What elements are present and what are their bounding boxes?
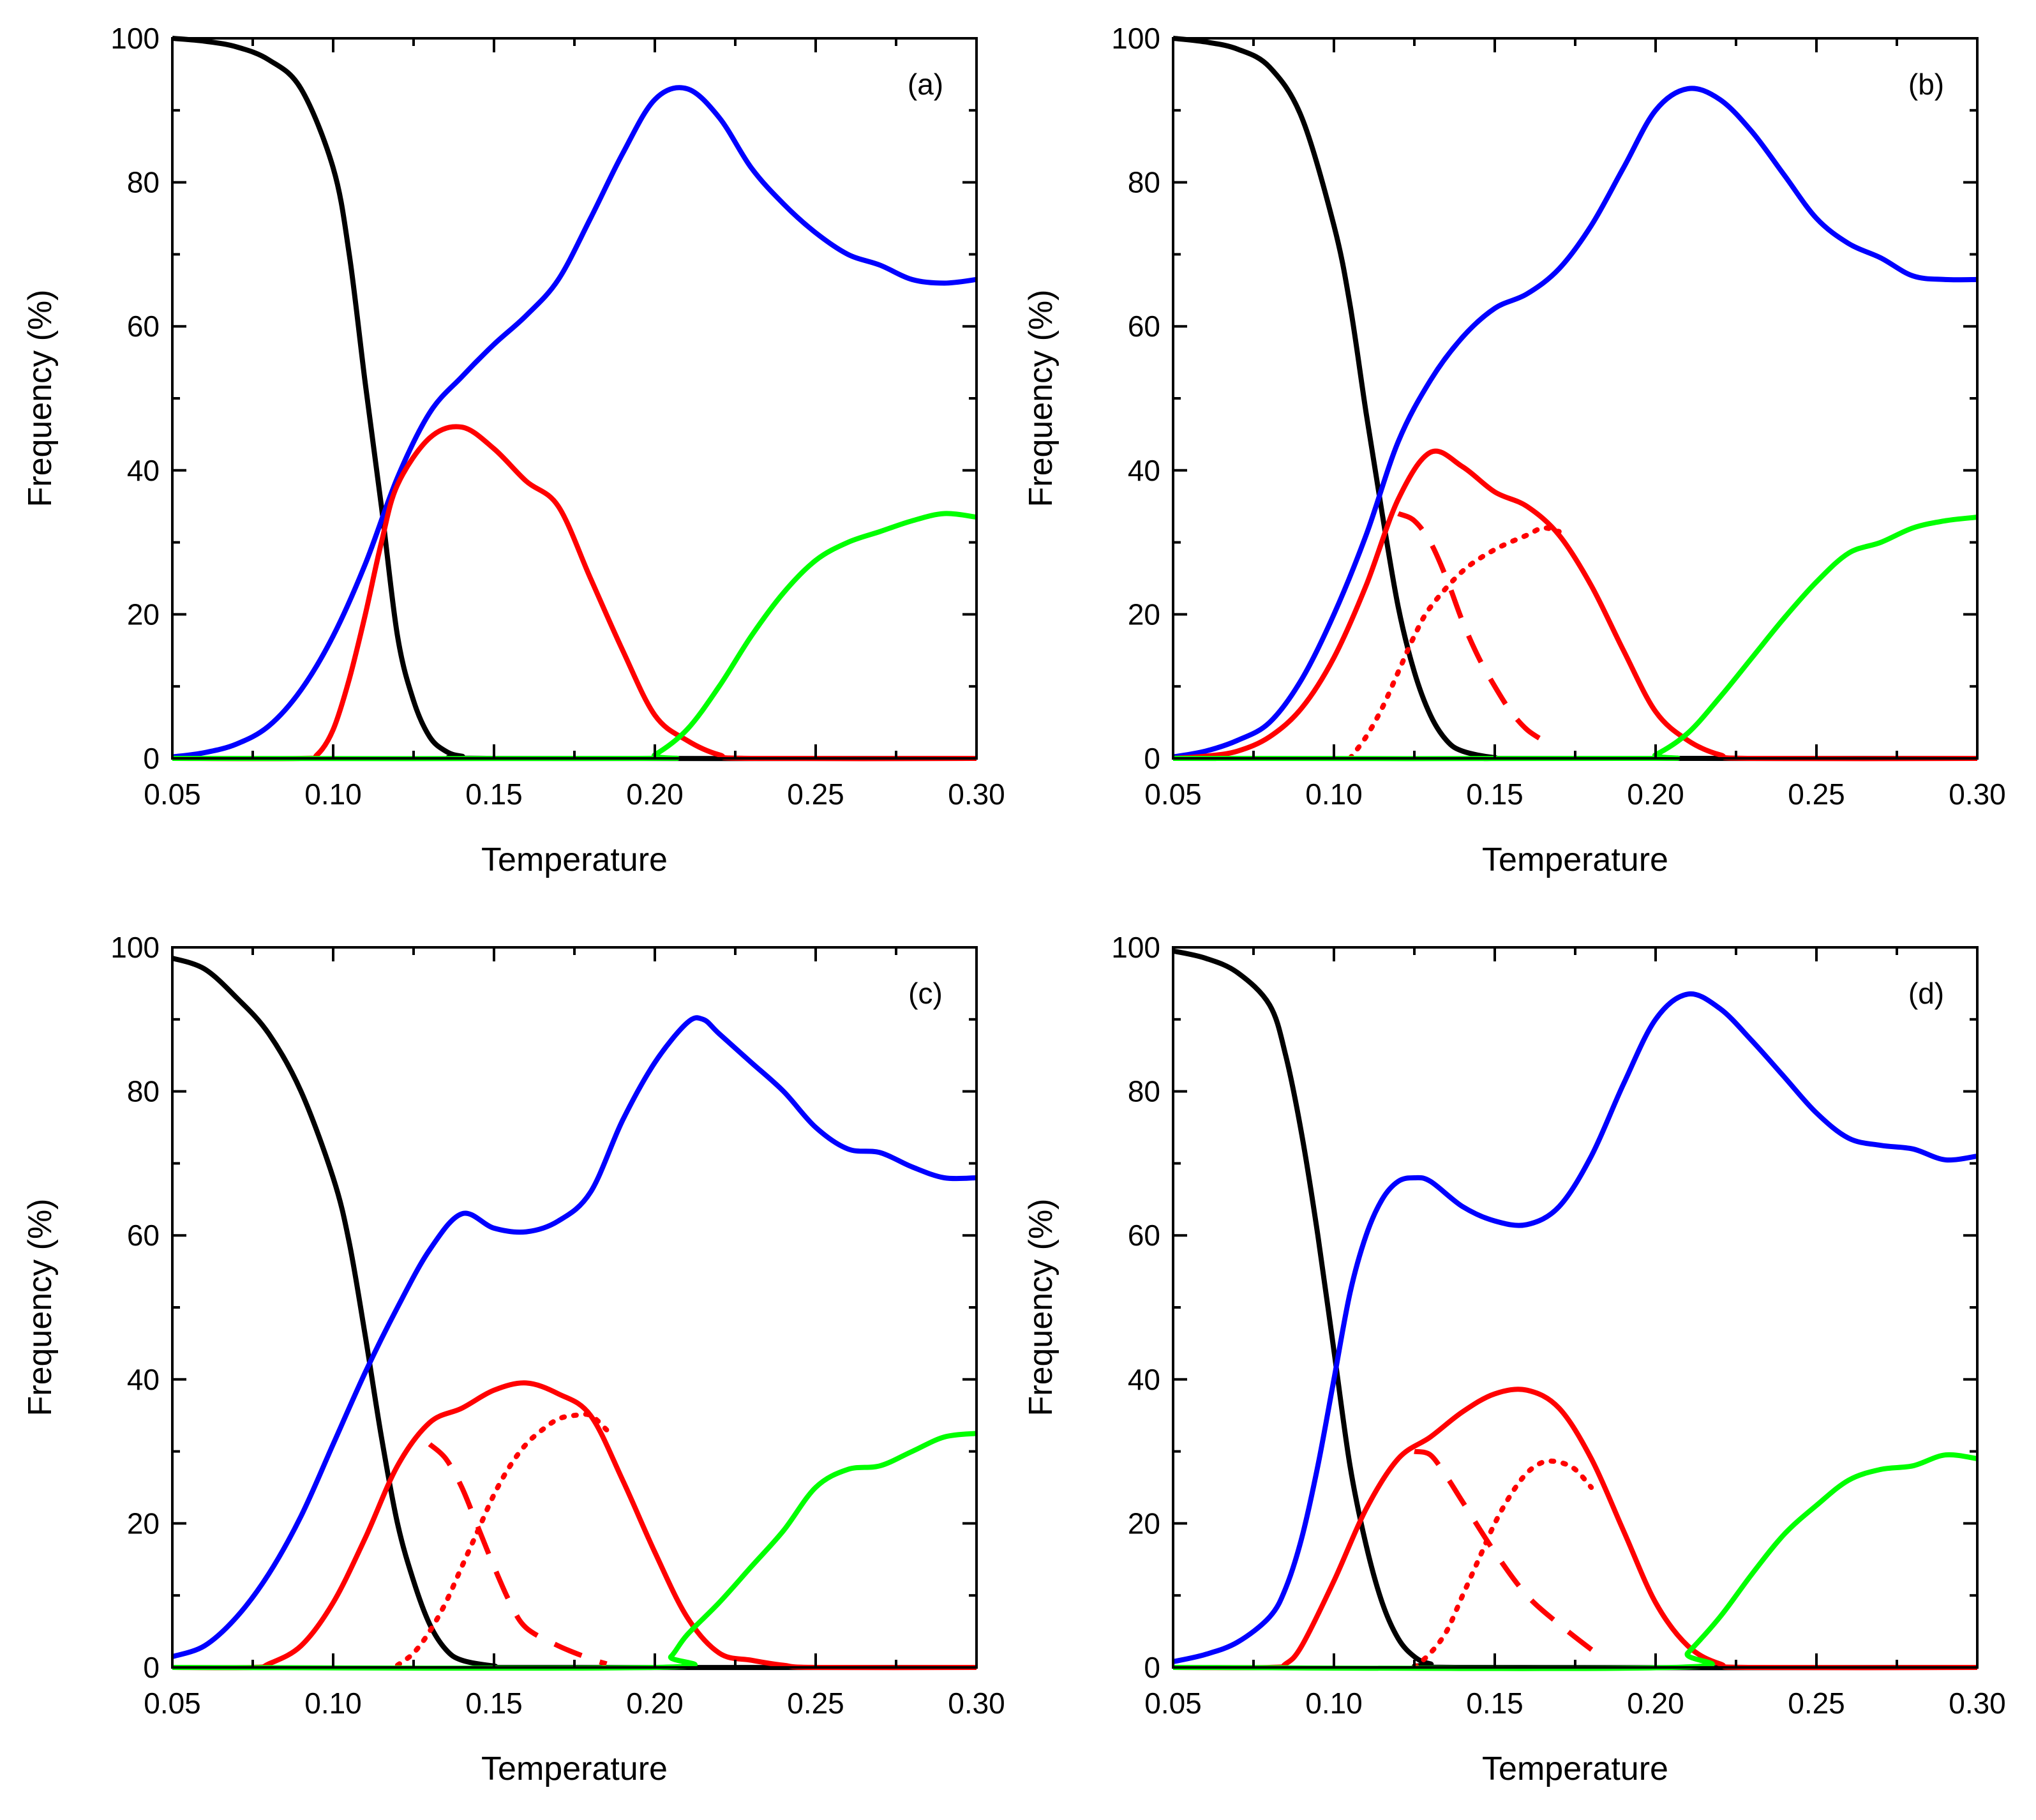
y-axis-title: Frequency (%): [1022, 1199, 1059, 1417]
series-line-6-solid: [1173, 515, 1977, 762]
series-group: [1173, 948, 1977, 1671]
x-tick-label: 0.10: [304, 778, 362, 811]
y-tick-label: 100: [110, 931, 160, 964]
series-line-3-solid: [172, 1380, 977, 1671]
x-tick-label: 0.30: [948, 778, 1005, 811]
x-tick-label: 0.25: [787, 1687, 844, 1720]
x-tick-label: 0.10: [1305, 1687, 1363, 1720]
y-tick-label: 80: [127, 1075, 160, 1108]
y-axis-title: Frequency (%): [22, 290, 59, 508]
series-line-4-solid: [172, 511, 977, 762]
x-tick-label: 0.20: [1627, 1687, 1684, 1720]
series-line-3-solid: [1173, 448, 1977, 762]
y-tick-label: 20: [127, 598, 160, 631]
series-line-3-solid: [1173, 1387, 1977, 1671]
series-line-2-solid: [172, 85, 977, 760]
y-tick-label: 40: [127, 1363, 160, 1396]
series-line-6-solid: [172, 1431, 977, 1671]
panel-label: (c): [908, 977, 943, 1010]
x-tick-label: 0.15: [465, 778, 523, 811]
x-axis-title: Temperature: [481, 1750, 668, 1787]
y-tick-label: 40: [127, 454, 160, 487]
series-line-4-dashed: [1414, 1448, 1609, 1663]
chart-panel-2: 0.05 0.10 0.15 0.20 0.25 0.30 0 20 40 60 80 100 Temp…: [1022, 22, 2006, 878]
series-line-1-solid: [172, 36, 977, 762]
x-tick-label: 0.20: [1627, 778, 1684, 811]
x-tick-label: 0.10: [1305, 778, 1363, 811]
y-tick-label: 0: [1144, 742, 1160, 775]
x-tick-label: 0.30: [1949, 1687, 2006, 1720]
series-line-2-solid: [1173, 86, 1977, 760]
panel-label: (d): [1908, 977, 1944, 1010]
y-tick-label: 100: [110, 22, 160, 55]
y-tick-label: 80: [1128, 1075, 1160, 1108]
series-group: [1173, 36, 1977, 762]
y-tick-label: 100: [1111, 931, 1160, 964]
y-tick-label: 60: [1128, 310, 1160, 343]
y-tick-label: 60: [1128, 1219, 1160, 1252]
x-tick-label: 0.25: [1788, 1687, 1845, 1720]
y-tick-label: 0: [143, 1651, 160, 1684]
x-tick-label: 0.20: [626, 1687, 684, 1720]
x-tick-label: 0.15: [1466, 1687, 1523, 1720]
x-tick-label: 0.05: [1144, 1687, 1202, 1720]
y-tick-label: 80: [1128, 166, 1160, 199]
series-line-1-solid: [1173, 36, 1977, 762]
y-tick-label: 40: [1128, 454, 1160, 487]
chart-panel-3: 0.05 0.10 0.15 0.20 0.25 0.30 0 20 40 60 80 100 Temp…: [22, 931, 1005, 1787]
x-tick-label: 0.25: [1788, 778, 1845, 811]
series-group: [172, 36, 977, 762]
y-tick-label: 20: [1128, 1507, 1160, 1540]
x-tick-label: 0.15: [465, 1687, 523, 1720]
series-line-4-dashed: [428, 1442, 608, 1667]
series-line-3-solid: [172, 424, 977, 762]
x-tick-label: 0.05: [1144, 778, 1202, 811]
y-tick-label: 20: [127, 1507, 160, 1540]
plot-frame: [171, 37, 978, 760]
y-tick-label: 60: [127, 1219, 160, 1252]
x-axis-title: Temperature: [1482, 1750, 1668, 1787]
y-tick-label: 80: [127, 166, 160, 199]
series-line-5-dotted: [394, 1411, 610, 1668]
y-tick-label: 0: [1144, 1651, 1160, 1684]
y-tick-label: 0: [143, 742, 160, 775]
x-axis-title: Temperature: [481, 841, 668, 878]
plot-frame: [171, 946, 978, 1669]
y-axis-title: Frequency (%): [22, 1199, 59, 1417]
y-tick-label: 20: [1128, 598, 1160, 631]
x-tick-label: 0.10: [304, 1687, 362, 1720]
series-line-4-dashed: [1397, 511, 1545, 743]
plot-frame: [1172, 37, 1979, 760]
series-group: [172, 956, 977, 1671]
series-line-1-solid: [172, 956, 977, 1671]
series-line-5-dotted: [1347, 525, 1562, 761]
y-tick-label: 60: [127, 310, 160, 343]
chart-panel-4: 0.05 0.10 0.15 0.20 0.25 0.30 0 20 40 60 80 100 Temp…: [1022, 931, 2006, 1787]
series-line-2-solid: [1173, 991, 1977, 1664]
x-tick-label: 0.30: [1949, 778, 2006, 811]
x-tick-label: 0.25: [787, 778, 844, 811]
series-line-5-dotted: [1412, 1458, 1594, 1670]
x-tick-label: 0.30: [948, 1687, 1005, 1720]
x-tick-label: 0.20: [626, 778, 684, 811]
panel-label: (a): [908, 68, 943, 101]
y-axis-title: Frequency (%): [1022, 290, 1059, 508]
x-axis-title: Temperature: [1482, 841, 1668, 878]
x-tick-label: 0.05: [144, 1687, 201, 1720]
panel-label: (b): [1908, 68, 1944, 101]
chart-panel-1: 0.05 0.10 0.15 0.20 0.25 0.30 0 20 40 60 80 100 Temp…: [22, 22, 1005, 878]
y-tick-label: 100: [1111, 22, 1160, 55]
series-line-2-solid: [172, 1015, 977, 1659]
x-tick-label: 0.15: [1466, 778, 1523, 811]
y-tick-label: 40: [1128, 1363, 1160, 1396]
x-tick-label: 0.05: [144, 778, 201, 811]
